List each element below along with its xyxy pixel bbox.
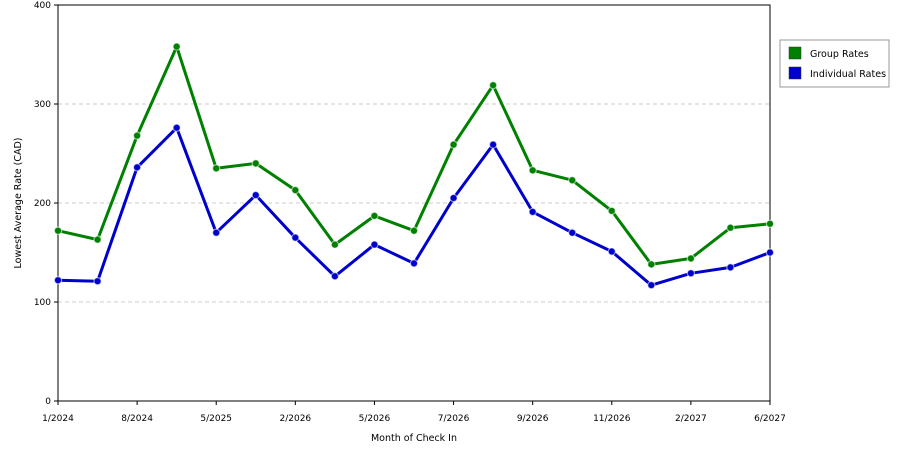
x-axis-ticks: 1/2024 8/2024 5/2025 2/2026 5/2026 7/2026 9/20… <box>42 401 786 424</box>
data-point <box>370 211 379 221</box>
data-point <box>291 233 300 242</box>
data-point <box>330 240 340 249</box>
data-point <box>212 164 221 173</box>
y-axis-title: Lowest Average Rate (CAD) <box>13 138 24 269</box>
data-point <box>172 42 181 51</box>
x-tick-label: 5/2025 <box>200 414 232 424</box>
legend-label-individual-rates: Individual Rates <box>810 69 886 80</box>
data-point <box>251 159 260 168</box>
x-tick-label: 6/2027 <box>754 414 786 424</box>
data-point <box>686 269 696 278</box>
data-point <box>291 185 300 195</box>
y-tick-label: 300 <box>34 100 51 110</box>
legend-swatch-group-rates <box>788 46 802 60</box>
data-point <box>53 226 63 235</box>
x-tick-label: 11/2026 <box>593 414 631 424</box>
x-tick-label: 5/2026 <box>359 414 391 424</box>
x-tick-label: 7/2026 <box>438 414 470 424</box>
y-tick-label: 400 <box>34 1 51 11</box>
data-point <box>647 280 656 290</box>
x-tick-label: 1/2024 <box>42 414 74 424</box>
x-tick-label: 2/2026 <box>279 414 311 424</box>
y-tick-label: 200 <box>34 199 51 209</box>
data-point <box>528 166 537 175</box>
data-point <box>686 254 696 263</box>
data-point <box>765 248 775 257</box>
data-point <box>726 263 735 272</box>
x-axis-title: Month of Check In <box>371 433 457 444</box>
data-point <box>488 140 498 149</box>
data-point <box>765 219 775 228</box>
x-tick-label: 8/2024 <box>121 414 153 424</box>
data-point <box>172 123 181 132</box>
y-tick-label: 0 <box>45 397 51 407</box>
data-point <box>607 206 616 216</box>
data-point <box>409 259 419 268</box>
data-point <box>449 193 458 203</box>
data-point <box>251 190 260 200</box>
data-point <box>93 235 102 244</box>
data-point <box>607 247 616 256</box>
data-point <box>568 228 577 237</box>
legend: Group Rates Individual Rates <box>779 39 890 88</box>
y-axis-ticks: 0 100 200 300 400 <box>34 1 58 407</box>
data-point <box>370 240 379 249</box>
data-point <box>726 223 735 232</box>
series-points <box>53 42 775 290</box>
data-point <box>488 80 498 90</box>
legend-swatch-individual-rates <box>788 66 802 80</box>
data-point <box>449 140 458 149</box>
data-point <box>132 131 142 140</box>
data-point <box>212 228 221 237</box>
data-point <box>568 176 577 185</box>
data-point <box>647 260 656 269</box>
series-lines <box>57 45 771 287</box>
data-point <box>330 272 340 281</box>
data-point <box>53 276 63 285</box>
x-tick-label: 2/2027 <box>675 414 707 424</box>
grid-lines <box>58 103 770 303</box>
data-point <box>93 277 102 286</box>
data-point <box>132 163 142 172</box>
data-point <box>528 207 537 217</box>
x-tick-label: 9/2026 <box>517 414 549 424</box>
data-point <box>409 226 419 235</box>
y-tick-label: 100 <box>34 298 51 308</box>
legend-label-group-rates: Group Rates <box>810 49 869 60</box>
